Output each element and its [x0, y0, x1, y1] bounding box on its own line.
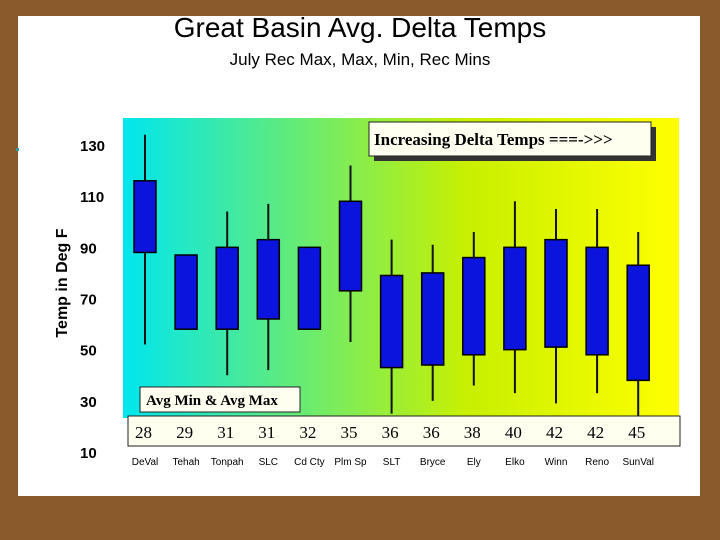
delta-value: 32 — [299, 423, 316, 442]
box-reno — [585, 246, 609, 356]
x-tick-label: Elko — [505, 457, 525, 468]
delta-value: 29 — [176, 423, 193, 442]
delta-row-box — [127, 415, 681, 447]
x-tick-label: DeVal — [132, 457, 159, 468]
box-tehah — [174, 254, 198, 330]
delta-value: 28 — [135, 423, 152, 442]
delta-value: 42 — [546, 423, 563, 442]
x-tick-label: SunVal — [622, 457, 654, 468]
box-tonpah — [215, 246, 239, 330]
box-sunval — [626, 264, 650, 382]
x-tick-label: Ely — [467, 457, 481, 468]
box-plm-sp — [338, 200, 363, 292]
x-tick-label: Tonpah — [211, 457, 244, 468]
y-tick-label: 70 — [80, 292, 97, 309]
delta-value: 42 — [587, 423, 604, 442]
box-slc — [256, 238, 281, 320]
x-tick-label: Reno — [585, 457, 609, 468]
delta-value: 38 — [464, 423, 481, 442]
x-tick-label: Cd Cty — [294, 457, 325, 468]
box-cd-cty — [297, 246, 322, 330]
increasing-delta-banner: Increasing Delta Temps ===->>> — [368, 121, 656, 161]
box-slt — [379, 274, 404, 369]
chart-title: Great Basin Avg. Delta Temps — [173, 12, 547, 43]
delta-value: 40 — [505, 423, 522, 442]
delta-value: 45 — [628, 423, 645, 442]
box-elko — [503, 246, 527, 351]
x-tick-label: Tehah — [172, 457, 199, 468]
bullet-dot — [16, 148, 19, 151]
x-tick-label: Winn — [545, 457, 568, 468]
x-tick-label: SLT — [383, 457, 401, 468]
y-tick-label: 90 — [80, 240, 97, 257]
delta-value: 35 — [341, 423, 358, 442]
y-tick-label: 50 — [80, 343, 97, 360]
y-tick-label: 30 — [80, 394, 97, 411]
delta-value: 36 — [382, 423, 399, 442]
delta-value: 36 — [423, 423, 440, 442]
box-ely — [462, 256, 486, 356]
x-tick-label: Plm Sp — [334, 457, 367, 468]
y-tick-label: 10 — [80, 445, 97, 462]
box-bryce — [420, 272, 445, 366]
box-winn — [544, 238, 568, 348]
banner-text: Increasing Delta Temps ===->>> — [374, 130, 613, 149]
x-tick-label: Bryce — [420, 457, 446, 468]
y-tick-label: 130 — [80, 138, 105, 155]
y-tick-label: 110 — [80, 189, 104, 206]
delta-value: 31 — [258, 423, 275, 442]
avg-banner-text: Avg Min & Avg Max — [146, 393, 278, 409]
x-tick-label: SLC — [259, 457, 278, 468]
chart-subtitle: July Rec Max, Max, Min, Rec Mins — [229, 50, 491, 69]
delta-value: 31 — [217, 423, 234, 442]
box-deval — [133, 180, 157, 254]
avg-min-max-banner: Avg Min & Avg Max — [139, 386, 301, 413]
